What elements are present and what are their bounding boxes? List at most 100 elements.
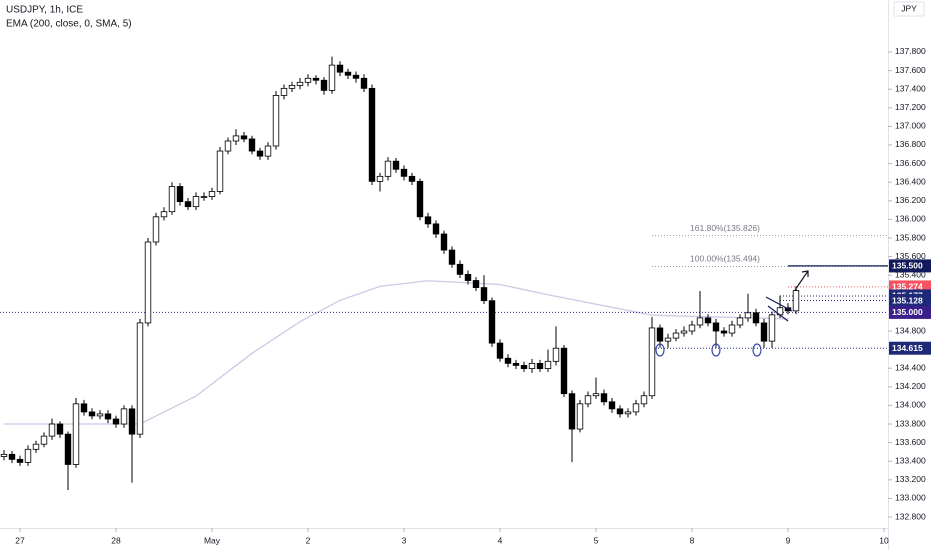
y-tick-label: 136.800 bbox=[895, 139, 926, 149]
flag-line bbox=[765, 296, 793, 312]
candle-body bbox=[608, 401, 616, 410]
candle-body bbox=[592, 393, 600, 397]
price-badge bbox=[889, 259, 931, 273]
candle-body bbox=[680, 330, 688, 334]
y-tick-label: 134.400 bbox=[895, 362, 926, 372]
candle-body bbox=[160, 211, 168, 218]
candle-body bbox=[40, 435, 48, 445]
candle-body bbox=[528, 362, 536, 369]
y-tick-label: 136.400 bbox=[895, 176, 926, 186]
candle-body bbox=[544, 360, 552, 369]
price-badge-label: 135.500 bbox=[892, 261, 923, 271]
candle-body bbox=[600, 393, 608, 403]
low-marker bbox=[711, 343, 721, 357]
candle-body bbox=[760, 322, 768, 342]
candle-body bbox=[488, 300, 496, 344]
candle-body bbox=[144, 241, 152, 324]
candle-body bbox=[328, 64, 336, 91]
candle-body bbox=[616, 408, 624, 415]
price-badge bbox=[889, 294, 931, 308]
candle-body bbox=[88, 411, 96, 417]
y-tick-label: 133.600 bbox=[895, 437, 926, 447]
candle-body bbox=[208, 191, 216, 197]
candle-body bbox=[520, 365, 528, 369]
flag-line bbox=[767, 305, 789, 322]
candle-body bbox=[408, 175, 416, 182]
y-tick-label: 134.200 bbox=[895, 381, 926, 391]
candle-body bbox=[720, 330, 728, 334]
price-badge-label: 135.128 bbox=[892, 295, 923, 305]
candle-body bbox=[104, 413, 112, 420]
candle-body bbox=[184, 201, 192, 208]
candle-body bbox=[344, 71, 352, 76]
candle-body bbox=[168, 186, 176, 213]
price-badge-label: 135.274 bbox=[892, 282, 923, 292]
y-tick-label: 133.200 bbox=[895, 474, 926, 484]
y-tick-label: 133.400 bbox=[895, 455, 926, 465]
y-tick-label: 137.600 bbox=[895, 65, 926, 75]
candle-body bbox=[464, 273, 472, 281]
candle-body bbox=[296, 81, 304, 86]
candle-body bbox=[120, 408, 128, 425]
candle-body bbox=[176, 186, 184, 203]
candle-body bbox=[512, 362, 520, 366]
candle-body bbox=[656, 327, 664, 342]
y-tick-label: 134.800 bbox=[895, 325, 926, 335]
candle-body bbox=[480, 287, 488, 302]
fib-label: 100.00%(135.494) bbox=[690, 254, 760, 264]
candle-body bbox=[792, 290, 800, 312]
price-badge bbox=[889, 341, 931, 355]
candle-body bbox=[744, 312, 752, 319]
candle-body bbox=[664, 337, 672, 342]
candle-body bbox=[704, 317, 712, 324]
candle-body bbox=[320, 79, 328, 91]
y-tick-label: 134.000 bbox=[895, 400, 926, 410]
candle-body bbox=[624, 411, 632, 415]
y-tick-label: 133.800 bbox=[895, 418, 926, 428]
y-tick-label: 133.000 bbox=[895, 493, 926, 503]
candle-body bbox=[288, 84, 296, 89]
candle-body bbox=[64, 433, 72, 465]
candle-body bbox=[456, 263, 464, 275]
candle-body bbox=[192, 196, 200, 208]
plot: 161.80%(135.826) 100.00%(135.494) bbox=[0, 56, 888, 491]
candle-body bbox=[576, 403, 584, 430]
x-tick-label: 3 bbox=[402, 535, 407, 545]
candle-body bbox=[560, 347, 568, 395]
candle-body bbox=[736, 317, 744, 326]
candle-body bbox=[568, 393, 576, 430]
candle-body bbox=[96, 413, 104, 417]
candle-body bbox=[112, 418, 120, 425]
candle-body bbox=[352, 74, 360, 79]
y-tick-label: 136.600 bbox=[895, 158, 926, 168]
candle-body bbox=[128, 408, 136, 435]
chart-subtitle: EMA (200, close, 0, SMA, 5) bbox=[6, 19, 132, 30]
candle-body bbox=[24, 448, 32, 463]
candle-body bbox=[504, 357, 512, 364]
candle-body bbox=[552, 347, 560, 362]
annotations bbox=[655, 270, 809, 357]
x-tick-label: 9 bbox=[786, 535, 791, 545]
y-tick-label: 137.400 bbox=[895, 83, 926, 93]
candle-body bbox=[280, 87, 288, 96]
x-tick-label: 5 bbox=[594, 535, 599, 545]
arrow bbox=[794, 270, 809, 291]
candle-body bbox=[16, 458, 24, 463]
price-badge bbox=[889, 305, 931, 319]
candle-body bbox=[312, 77, 320, 81]
x-tick-label: 10 bbox=[879, 535, 889, 545]
candle-body bbox=[240, 135, 248, 140]
candle-body bbox=[200, 196, 208, 198]
currency: JPY bbox=[901, 3, 917, 13]
y-tick-label: 136.000 bbox=[895, 214, 926, 224]
x-tick-label: 4 bbox=[498, 535, 503, 545]
candle-body bbox=[416, 180, 424, 218]
candle-body bbox=[56, 423, 64, 435]
x-tick-label: 28 bbox=[111, 535, 121, 545]
candle-body bbox=[336, 64, 344, 73]
candle-body bbox=[400, 168, 408, 177]
candle-body bbox=[672, 332, 680, 339]
candle-body bbox=[768, 314, 776, 342]
candle-body bbox=[440, 233, 448, 251]
